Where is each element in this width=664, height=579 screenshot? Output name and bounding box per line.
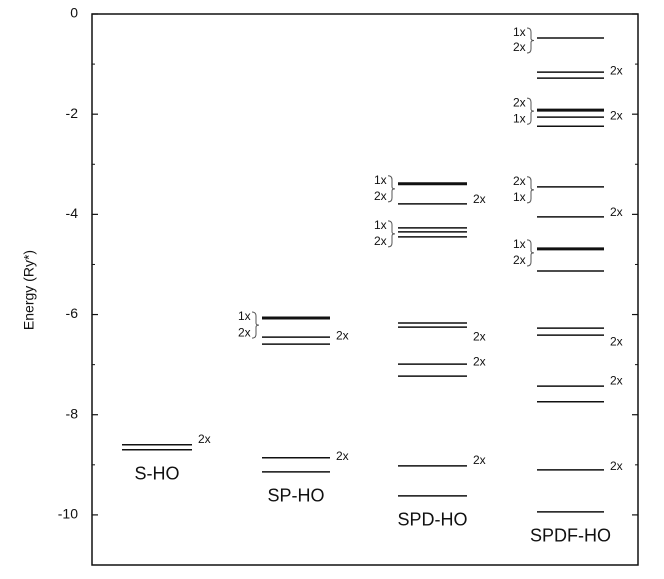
- degeneracy-label: 2x: [513, 95, 526, 109]
- y-tick-label: -6: [66, 305, 79, 321]
- degeneracy-label: 2x: [336, 328, 349, 342]
- degeneracy-label: 2x: [336, 449, 349, 463]
- group-name: SP-HO: [267, 486, 324, 506]
- degeneracy-label: 2x: [198, 432, 211, 446]
- degeneracy-label: 1x: [513, 111, 526, 125]
- degeneracy-label: 2x: [473, 354, 486, 368]
- degeneracy-label: 2x: [610, 205, 623, 219]
- degeneracy-label: 2x: [610, 63, 623, 77]
- degeneracy-label: 2x: [238, 325, 251, 339]
- brace: [387, 175, 396, 203]
- degeneracy-label: 1x: [374, 218, 387, 232]
- y-tick-label: 0: [70, 5, 78, 21]
- degeneracy-label: 2x: [610, 459, 623, 473]
- degeneracy-label: 2x: [473, 329, 486, 343]
- degeneracy-label: 1x: [513, 237, 526, 251]
- degeneracy-label: 2x: [610, 373, 623, 387]
- degeneracy-label: 2x: [610, 334, 623, 348]
- brace: [526, 27, 535, 54]
- y-tick-label: -8: [66, 405, 79, 421]
- group-name: S-HO: [135, 464, 180, 484]
- degeneracy-label: 2x: [513, 40, 526, 54]
- degeneracy-label: 2x: [374, 189, 387, 203]
- y-tick-label: -4: [66, 205, 79, 221]
- brace: [526, 97, 535, 125]
- degeneracy-label: 2x: [513, 253, 526, 267]
- brace: [526, 176, 535, 204]
- brace: [251, 311, 260, 339]
- degeneracy-label: 2x: [473, 192, 486, 206]
- y-tick-label: -2: [66, 105, 79, 121]
- degeneracy-label: 1x: [513, 25, 526, 39]
- degeneracy-label: 1x: [374, 173, 387, 187]
- degeneracy-label: 2x: [610, 108, 623, 122]
- degeneracy-label: 2x: [473, 453, 486, 467]
- plot-frame: [91, 13, 639, 566]
- brace: [387, 220, 396, 248]
- degeneracy-label: 2x: [513, 174, 526, 188]
- group-name: SPDF-HO: [530, 526, 611, 546]
- group-name: SPD-HO: [397, 510, 467, 530]
- degeneracy-label: 1x: [238, 309, 251, 323]
- brace: [526, 239, 535, 267]
- y-tick-label: -10: [58, 506, 78, 522]
- degeneracy-label: 2x: [374, 234, 387, 248]
- y-axis-label: Energy (Ry*): [21, 250, 37, 330]
- degeneracy-label: 1x: [513, 190, 526, 204]
